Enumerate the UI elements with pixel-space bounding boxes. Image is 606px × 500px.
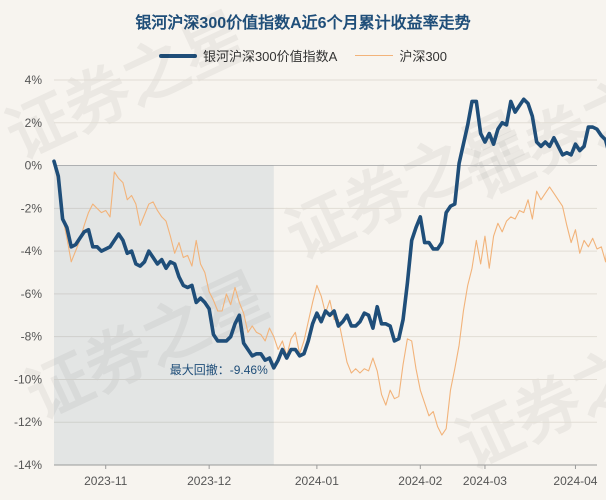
- watermark-text: 证券之星: [445, 309, 606, 482]
- x-tick-label: 2024-02: [398, 474, 442, 488]
- y-tick-label: -10%: [14, 372, 42, 386]
- y-tick-label: -8%: [21, 330, 43, 344]
- max-drawdown-region: [54, 165, 274, 466]
- y-tick-label: -6%: [21, 287, 43, 301]
- annotation-layer: 最大回撤：-9.46%: [170, 362, 268, 377]
- max-drawdown-label: 最大回撤：-9.46%: [170, 362, 268, 377]
- x-tick-label: 2024-04: [553, 474, 597, 488]
- x-tick-label: 2024-03: [463, 474, 507, 488]
- chart-title: 银河沪深300价值指数A近6个月累计收益率走势: [135, 15, 471, 32]
- y-tick-label: 0%: [25, 159, 43, 173]
- legend-label-fund: 银河沪深300价值指数A: [202, 49, 338, 64]
- legend-label-index: 沪深300: [399, 49, 448, 64]
- y-tick-label: -14%: [14, 458, 42, 472]
- y-tick-label: -2%: [21, 201, 43, 215]
- series-layer: [52, 97, 606, 436]
- x-axis: 2023-11 2023-12 2024-01 2024-02 2024-03 2024-…: [54, 464, 598, 488]
- legend-swatch-index: [355, 55, 394, 56]
- legend-swatch-fund: [158, 53, 197, 58]
- legend-item-index[interactable]: 沪深300: [355, 46, 447, 65]
- drawdown-layer: [54, 165, 274, 466]
- y-tick-label: -12%: [14, 415, 42, 429]
- series-line-fund: [52, 97, 606, 370]
- y-tick-label: 2%: [25, 116, 43, 130]
- legend: 银河沪深300价值指数A 沪深300: [0, 46, 606, 65]
- x-tick-label: 2023-12: [187, 474, 231, 488]
- x-tick-label: 2024-01: [295, 474, 339, 488]
- legend-item-fund[interactable]: 银河沪深300价值指数A: [158, 46, 338, 65]
- y-tick-label: 4%: [25, 73, 43, 87]
- x-tick-label: 2023-11: [84, 474, 127, 488]
- y-tick-label: -4%: [21, 244, 43, 258]
- y-axis: 4% 2% 0% -2% -4% -6% -8% -10% -12% -14%: [14, 73, 42, 472]
